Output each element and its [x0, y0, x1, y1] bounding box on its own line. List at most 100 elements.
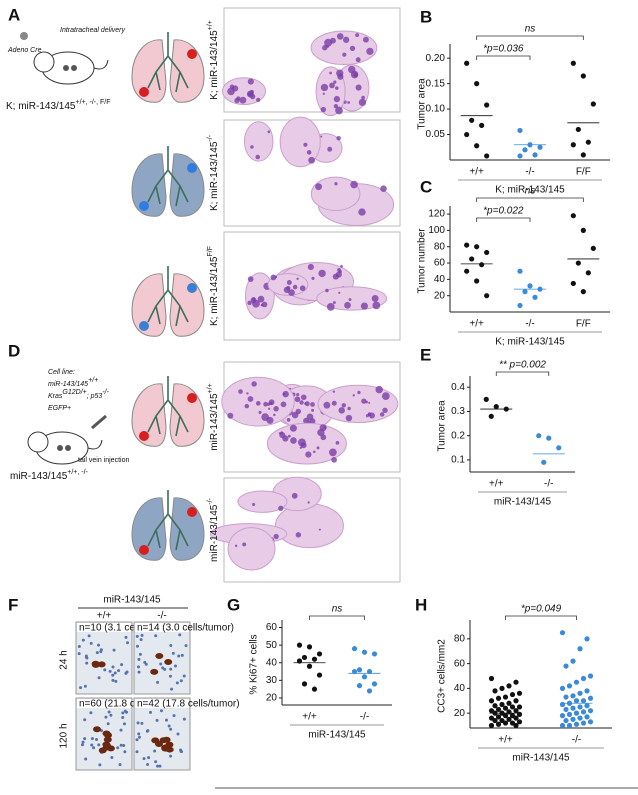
tumor-spot: [338, 291, 341, 294]
data-point: [573, 698, 580, 704]
data-point: [296, 658, 303, 664]
tumor-spot: [311, 408, 315, 412]
data-point: [570, 658, 576, 664]
tumor-spot: [342, 36, 350, 43]
data-point: [585, 270, 591, 276]
data-point: [570, 280, 576, 287]
data-point: [575, 260, 581, 266]
tumor-spot: [335, 86, 339, 90]
superscript: -/-: [207, 134, 214, 141]
tumor-spot: [247, 396, 254, 402]
tumor-spot: [282, 390, 289, 398]
tumor-spot: [333, 95, 341, 103]
nucleus: [112, 648, 116, 652]
data-point: [499, 701, 505, 708]
tumor-spot: [227, 412, 234, 419]
airway: [147, 266, 189, 327]
lung-lobe: [131, 39, 167, 103]
data-point: [356, 683, 363, 689]
tumor-spot: [336, 135, 341, 141]
tumor-dot: [139, 201, 149, 211]
tumor-spot: [325, 288, 329, 293]
y-tick-label: 50: [266, 640, 278, 651]
mouse-tail: [93, 59, 109, 70]
count-box: [135, 699, 189, 708]
nucleus: [122, 722, 126, 726]
nucleus: [135, 634, 139, 638]
panel-letter: E: [420, 345, 431, 364]
tissue: [266, 422, 347, 465]
data-point: [495, 721, 502, 727]
nucleus: [165, 718, 169, 722]
lung-diagram: [131, 266, 205, 337]
tumor-spot: [290, 437, 297, 444]
nucleus: [137, 735, 141, 739]
data-point: [464, 60, 470, 66]
image-label: miR-143/145+/+: [207, 383, 220, 450]
x-tick-label: -/-: [525, 167, 534, 178]
nucleus: [169, 643, 173, 647]
text-run: K; miR-143/145: [209, 30, 220, 100]
data-point: [559, 713, 566, 719]
nucleus: [159, 662, 163, 666]
tumor-spot: [381, 392, 390, 400]
nucleus: [176, 732, 180, 736]
data-point: [464, 131, 470, 138]
data-point: [584, 703, 590, 709]
tissue: [315, 66, 346, 117]
x-axis-label: miR-143/145: [512, 753, 570, 764]
tumor-spot: [350, 180, 358, 189]
data-point: [587, 719, 594, 725]
nucleus: [139, 638, 143, 642]
data-point: [566, 711, 573, 717]
nucleus: [80, 743, 84, 747]
superscript: +/+: [207, 383, 214, 393]
injection-label: tail vein injection: [78, 457, 129, 464]
nucleus: [140, 721, 144, 725]
mouse-head: [27, 431, 49, 453]
tumor-spot: [294, 396, 301, 403]
data-point: [580, 720, 587, 726]
tumor-spot: [270, 274, 277, 281]
data-point: [570, 213, 576, 219]
nucleus: [184, 644, 188, 648]
data-point: [502, 694, 509, 700]
tumor-spot: [278, 505, 284, 511]
x-tick-label: +/+: [498, 735, 513, 746]
data-point: [464, 268, 470, 274]
nucleus: [109, 713, 113, 717]
significance-bracket: [476, 55, 531, 60]
x-tick-label: +/+: [469, 167, 484, 178]
data-point: [537, 144, 543, 150]
tissue: [227, 527, 276, 571]
nucleus: [144, 662, 148, 666]
nucleus: [111, 673, 115, 677]
tumor-spot: [300, 394, 307, 401]
data-point: [563, 694, 569, 700]
nucleus: [169, 667, 173, 671]
mouse-lung: [71, 65, 77, 71]
stained-cell: [102, 741, 111, 748]
tumor-spot: [322, 92, 326, 95]
y-tick-label: 20: [266, 693, 278, 704]
lung-lobe: [169, 39, 205, 103]
tumor-spot: [263, 401, 268, 407]
data-point: [479, 122, 485, 128]
lung-lobe: [169, 273, 205, 337]
nucleus: [156, 764, 160, 768]
nucleus: [125, 710, 129, 714]
tissue: [237, 490, 288, 513]
image-label: K; miR-143/145-/-: [207, 134, 220, 211]
count-label: n=60 (21.8 cells/tumor): [79, 699, 182, 710]
tumor-spot: [296, 392, 300, 397]
tumor-spot: [329, 82, 335, 89]
tissue: [317, 384, 399, 424]
data-point: [371, 651, 378, 657]
panel-letter: F: [8, 595, 18, 614]
data-point: [563, 717, 569, 724]
mouse-lung: [57, 445, 63, 451]
tumor-spot: [366, 47, 374, 55]
nucleus: [77, 645, 81, 649]
panel-letter: H: [415, 595, 427, 614]
data-point: [573, 721, 580, 727]
